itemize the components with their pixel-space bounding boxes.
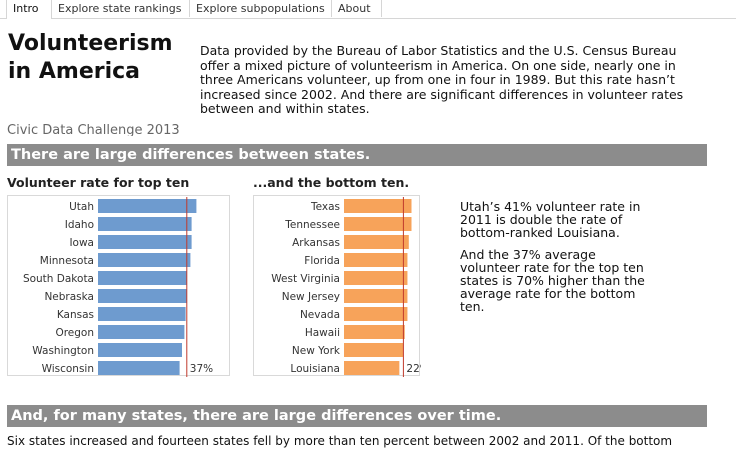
top-ten-bar [98,325,185,339]
bottom-ten-label: Louisiana [290,363,340,375]
bottom-ten-bar [344,217,412,231]
top-ten-label: Wisconsin [42,363,94,375]
subtitle: Civic Data Challenge 2013 [7,123,180,136]
bottom-ten-chart-svg: Texas Tennessee Arkansas Florida West Virgin… [271,197,421,377]
tab-bar: Intro Explore state rankings Explore sub… [0,0,736,19]
bottom-ten-reference-label: 22% [406,363,421,375]
top-ten-bar [98,289,187,303]
bottom-ten-bar [344,307,408,321]
page-title: Volunteerism in America [8,30,173,86]
page-title-line1: Volunteerism [8,31,173,56]
bottom-ten-label: West Virginia [271,273,340,285]
chart-title-top-ten: Volunteer rate for top ten [7,175,190,190]
bottom-ten-label: Tennessee [284,219,340,231]
bottom-ten-bar [344,253,408,267]
top-ten-bar [98,307,186,321]
top-ten-bar [98,253,191,267]
bottom-ten-label: Arkansas [292,237,340,249]
top-ten-label: Utah [69,201,94,213]
bottom-ten-bar [344,271,408,285]
state-comparison-text: Utah’s 41% volunteer rate in 2011 is dou… [460,200,655,322]
tab-explore-subpopulations[interactable]: Explore subpopulations [190,0,332,17]
top-ten-label: Kansas [57,309,94,321]
bottom-ten-label: New York [292,345,341,357]
top-ten-bar [98,361,180,375]
bottom-ten-label: Nevada [300,309,340,321]
top-ten-chart: Utah Idaho Iowa Minnesota South Dakota Nebras… [7,195,230,377]
bottom-ten-bar [344,235,409,249]
bottom-ten-label: New Jersey [282,291,340,303]
tab-explore-state-rankings[interactable]: Explore state rankings [52,0,190,17]
top-ten-bar [98,199,197,213]
side-paragraph-1: Utah’s 41% volunteer rate in 2011 is dou… [460,199,641,240]
top-ten-chart-svg: Utah Idaho Iowa Minnesota South Dakota Nebras… [23,197,213,377]
top-ten-label: Washington [32,345,94,357]
top-ten-bar [98,235,192,249]
top-ten-bar [98,343,182,357]
top-ten-label: Minnesota [40,255,94,267]
top-ten-label: Oregon [55,327,94,339]
bottom-ten-chart: Texas Tennessee Arkansas Florida West Virgin… [253,195,421,377]
bottom-ten-bar [344,289,408,303]
top-ten-label: Nebraska [44,291,94,303]
top-ten-label: South Dakota [23,273,94,285]
tab-intro[interactable]: Intro [6,0,52,19]
top-ten-bar [98,217,192,231]
bottom-ten-label: Texas [310,201,340,213]
bottom-ten-bar [344,325,405,339]
page-title-line2: in America [8,59,141,84]
bottom-ten-label: Hawaii [305,327,340,339]
top-ten-label: Idaho [65,219,94,231]
top-ten-label: Iowa [69,237,94,249]
bottom-ten-bar [344,361,400,375]
bottom-paragraph: Six states increased and fourteen states… [7,434,673,448]
bottom-ten-label: Florida [304,255,340,267]
bottom-ten-bar [344,199,412,213]
side-paragraph-2: And the 37% average volunteer rate for t… [460,247,645,314]
chart-title-bottom-ten: ...and the bottom ten. [253,175,410,190]
tab-about[interactable]: About [332,0,382,17]
section-banner-states: There are large differences between stat… [7,144,707,166]
top-ten-bar [98,271,187,285]
top-ten-reference-label: 37% [190,363,213,375]
intro-paragraph: Data provided by the Bureau of Labor Sta… [200,43,684,116]
section-banner-time: And, for many states, there are large di… [7,405,707,427]
bottom-ten-bar [344,343,404,357]
